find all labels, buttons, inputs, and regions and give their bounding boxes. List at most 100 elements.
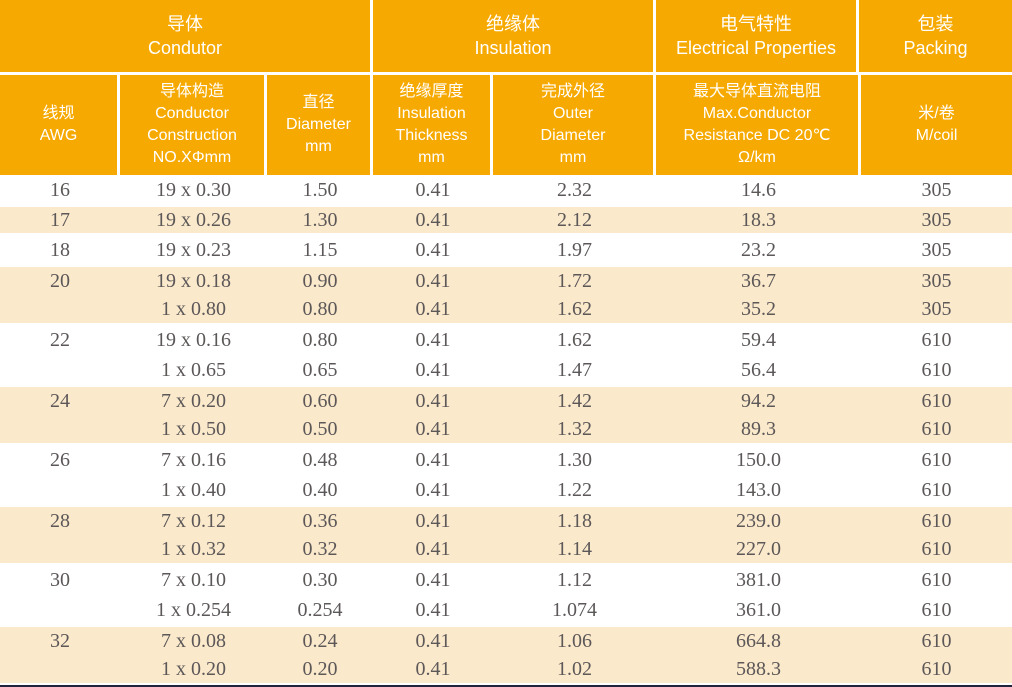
table-cell: 305 [921, 238, 952, 261]
table-cell: 1.62 [557, 328, 592, 351]
table-cell: 0.41 [415, 297, 451, 320]
table-cell: 0.254 [297, 598, 343, 621]
table-row: 1 x 0.65 0.65 0.41 1.47 56.4 610 [0, 355, 1012, 385]
table-cell: 1.14 [557, 537, 592, 560]
table-cell: 1.30 [557, 448, 592, 471]
column-header-m-coil: 米/卷 M/coil [861, 75, 1012, 175]
table-cell: 1 x 0.32 [161, 537, 226, 560]
table-cell: 1.32 [557, 417, 592, 440]
table-cell: 1.47 [557, 358, 592, 381]
header-group-insulation: 绝缘体 Insulation [373, 0, 656, 72]
table-cell: 2.32 [557, 178, 592, 201]
table-cell: 0.65 [302, 358, 338, 381]
table-cell: 0.30 [302, 568, 338, 591]
column-header-awg: 线规 AWG [0, 75, 120, 175]
table-row: 30 7 x 0.10 0.30 0.41 1.12 381.0 610 [0, 565, 1012, 595]
row-group: 30 7 x 0.10 0.30 0.41 1.12 381.0 610 1 x 0.254 0… [0, 565, 1012, 625]
row-group: 28 7 x 0.12 0.36 0.41 1.18 239.0 610 1 x 0.32 0.… [0, 505, 1012, 565]
table-cell: 1.22 [557, 478, 592, 501]
row-group: 16 19 x 0.30 1.50 0.41 2.32 14.6 305 [0, 175, 1012, 205]
table-row: 1 x 0.254 0.254 0.41 1.074 361.0 610 [0, 595, 1012, 625]
table-cell: 0.41 [415, 448, 451, 471]
table-cell: 0.32 [302, 537, 338, 560]
table-cell: 32 [50, 629, 70, 652]
table-cell: 610 [921, 537, 952, 560]
table-cell: 7 x 0.16 [161, 448, 226, 471]
table-cell: 1.18 [557, 509, 592, 532]
table-cell: 24 [50, 389, 70, 412]
table-cell: 1 x 0.40 [161, 478, 226, 501]
table-cell: 20 [50, 269, 70, 292]
table-cell: 610 [921, 598, 952, 621]
table-cell [0, 475, 120, 505]
table-cell: 1.074 [552, 598, 597, 621]
row-group: 18 19 x 0.23 1.15 0.41 1.97 23.2 305 [0, 235, 1012, 265]
table-cell: 7 x 0.10 [161, 568, 226, 591]
table-cell: 7 x 0.20 [161, 389, 226, 412]
table-cell: 0.41 [415, 389, 451, 412]
table-cell [0, 655, 120, 683]
table-cell: 239.0 [736, 509, 781, 532]
header-group-conductor: 导体 Condutor [0, 0, 373, 72]
table-cell: 305 [921, 208, 952, 231]
table-header: 导体 Condutor 绝缘体 Insulation 电气特性 Electric… [0, 0, 1012, 175]
table-row: 1 x 0.20 0.20 0.41 1.02 588.3 610 [0, 655, 1012, 683]
row-group: 24 7 x 0.20 0.60 0.41 1.42 94.2 610 1 x 0.50 0.5… [0, 385, 1012, 445]
table-cell: 0.60 [302, 389, 338, 412]
table-row: 1 x 0.80 0.80 0.41 1.62 35.2 305 [0, 295, 1012, 323]
table-cell: 0.41 [415, 478, 451, 501]
table-cell: 19 x 0.18 [156, 269, 231, 292]
table-cell: 1.42 [557, 389, 592, 412]
table-row: 24 7 x 0.20 0.60 0.41 1.42 94.2 610 [0, 387, 1012, 415]
table-cell: 59.4 [741, 328, 776, 351]
header-group-packing: 包装 Packing [859, 0, 1012, 72]
table-cell: 0.41 [415, 208, 451, 231]
table-cell: 1.06 [557, 629, 592, 652]
table-cell: 0.80 [302, 297, 338, 320]
table-cell: 305 [921, 269, 952, 292]
table-cell: 2.12 [557, 208, 592, 231]
table-cell: 0.41 [415, 178, 451, 201]
table-cell: 17 [50, 208, 70, 231]
table-cell: 89.3 [741, 417, 776, 440]
row-group: 20 19 x 0.18 0.90 0.41 1.72 36.7 305 1 x 0.80 0.… [0, 265, 1012, 325]
table-cell: 0.41 [415, 509, 451, 532]
table-cell: 610 [921, 358, 952, 381]
header-column-row: 线规 AWG 导体构造 Conductor Construction NO.XΦ… [0, 75, 1012, 175]
table-cell: 1 x 0.254 [156, 598, 231, 621]
header-group-electrical: 电气特性 Electrical Properties [656, 0, 859, 72]
table-cell: 0.41 [415, 269, 451, 292]
table-cell: 94.2 [741, 389, 776, 412]
table-cell: 0.80 [302, 328, 338, 351]
table-cell: 0.41 [415, 328, 451, 351]
column-header-ins-thickness: 绝缘厚度 Insulation Thickness mm [373, 75, 493, 175]
column-header-outer-diameter: 完成外径 Outer Diameter mm [493, 75, 656, 175]
table-cell: 610 [921, 657, 952, 680]
table-cell: 1.15 [302, 238, 338, 261]
table-row: 1 x 0.40 0.40 0.41 1.22 143.0 610 [0, 475, 1012, 505]
table-cell: 610 [921, 389, 952, 412]
table-cell: 361.0 [736, 598, 781, 621]
table-cell: 305 [921, 297, 952, 320]
table-cell: 0.90 [302, 269, 338, 292]
table-cell [0, 595, 120, 625]
table-cell: 610 [921, 448, 952, 471]
table-row: 18 19 x 0.23 1.15 0.41 1.97 23.2 305 [0, 235, 1012, 265]
table-row: 32 7 x 0.08 0.24 0.41 1.06 664.8 610 [0, 627, 1012, 655]
table-cell: 26 [50, 448, 70, 471]
table-cell: 1.30 [302, 208, 338, 231]
table-cell: 0.41 [415, 358, 451, 381]
table-cell: 1.72 [557, 269, 592, 292]
table-cell: 610 [921, 417, 952, 440]
table-cell: 36.7 [741, 269, 776, 292]
table-row: 16 19 x 0.30 1.50 0.41 2.32 14.6 305 [0, 175, 1012, 205]
table-cell: 1.50 [302, 178, 338, 201]
table-cell: 0.41 [415, 568, 451, 591]
table-cell: 0.40 [302, 478, 338, 501]
column-header-construction: 导体构造 Conductor Construction NO.XΦmm [120, 75, 267, 175]
table-cell [0, 295, 120, 323]
table-cell: 18 [50, 238, 70, 261]
table-cell: 610 [921, 478, 952, 501]
table-cell: 1 x 0.80 [161, 297, 226, 320]
table-cell: 0.41 [415, 657, 451, 680]
